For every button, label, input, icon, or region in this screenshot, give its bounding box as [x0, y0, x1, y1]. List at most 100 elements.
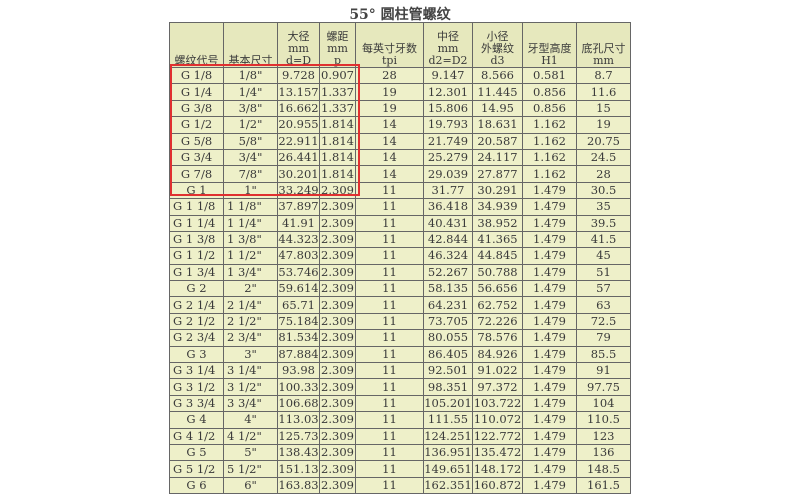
column-header: 小径 外螺纹 d3	[472, 22, 523, 68]
table-cell: 15	[576, 99, 631, 118]
table-cell: 110.072	[472, 411, 523, 429]
table-cell: G 5 1/2	[169, 460, 224, 478]
table-cell: 72.5	[576, 312, 631, 331]
table-cell: 78.576	[472, 329, 523, 347]
column-header: 牙型高度 H1	[522, 22, 577, 68]
table-cell: G 7/8	[169, 165, 224, 183]
table-cell: 3 1/2"	[223, 378, 278, 396]
table-cell: 11	[355, 411, 424, 429]
header-line: 中径	[437, 30, 459, 43]
table-cell: 1 3/8"	[223, 230, 278, 249]
table-cell: 41.365	[472, 230, 523, 249]
table-cell: G 4 1/2	[169, 427, 224, 445]
table-cell: 29.039	[423, 165, 473, 183]
table-cell: G 1 1/8	[169, 198, 224, 216]
table-cell: 1.479	[522, 460, 577, 478]
header-line: 外螺纹	[481, 42, 514, 55]
table-cell: 37.897	[277, 198, 320, 216]
table-cell: 1 1/8"	[223, 198, 278, 216]
table-cell: 14	[355, 132, 424, 150]
column-header: 基本尺寸	[223, 22, 278, 68]
table-cell: 160.872	[472, 476, 523, 495]
table-cell: 2.309	[319, 247, 356, 265]
column-header: 中径 mm d2=D2	[423, 22, 473, 68]
table-row: G 2 1/4 2 1/4" 65.71 2.309 11 64.231 62.752 1.4…	[169, 296, 631, 314]
table-cell: 75.184	[277, 312, 320, 331]
table-cell: 5/8"	[223, 132, 278, 150]
table-cell: 1/4"	[223, 83, 278, 101]
column-header: 大径 mm d=D	[277, 22, 320, 68]
table-cell: 1.479	[522, 181, 577, 200]
table-cell: 12.301	[423, 83, 473, 101]
table-cell: 1 3/4"	[223, 263, 278, 282]
table-cell: 0.907	[319, 66, 356, 85]
table-cell: 33.249	[277, 181, 320, 200]
table-cell: 2.309	[319, 362, 356, 380]
table-cell: 14.95	[472, 99, 523, 118]
header-line: p	[333, 54, 342, 67]
table-cell: 52.267	[423, 263, 473, 282]
table-cell: 4"	[223, 411, 278, 429]
table-cell: 93.98	[277, 362, 320, 380]
table-row: G 4 1/2 4 1/2" 125.73 2.309 11 124.251 122.772…	[169, 427, 631, 445]
table-cell: 0.856	[522, 83, 577, 101]
table-cell: 64.231	[423, 296, 473, 314]
header-line: 螺距	[326, 30, 349, 43]
table-cell: 163.83	[277, 476, 320, 495]
table-cell: 20.955	[277, 116, 320, 134]
table-cell: 51	[576, 263, 631, 282]
table-cell: 2.309	[319, 312, 356, 331]
table-cell: 87.884	[277, 345, 320, 364]
table-cell: 151.13	[277, 460, 320, 478]
table-cell: G 1 1/2	[169, 247, 224, 265]
table-cell: 1.479	[522, 476, 577, 495]
table-cell: 24.117	[472, 148, 523, 167]
table-cell: 56.656	[472, 280, 523, 298]
table-cell: 59.614	[277, 280, 320, 298]
table-title: 55° 圆柱管螺纹	[349, 7, 451, 23]
table-cell: G 3 3/4	[169, 394, 224, 413]
table-row: G 5/8 5/8" 22.911 1.814 14 21.749 20.587 1.162 2…	[169, 132, 631, 150]
table-cell: 113.03	[277, 411, 320, 429]
table-cell: 1.479	[522, 312, 577, 331]
table-cell: 1/2"	[223, 116, 278, 134]
table-cell: 6"	[223, 476, 278, 495]
table-cell: 2.309	[319, 378, 356, 396]
table-row: G 6 6" 163.83 2.309 11 162.351 160.872 1.479 161…	[169, 476, 631, 495]
table-cell: 11	[355, 345, 424, 364]
table-cell: 148.172	[472, 460, 523, 478]
table-cell: 11	[355, 312, 424, 331]
table-cell: 3/4"	[223, 148, 278, 167]
table-cell: 5"	[223, 443, 278, 462]
table-cell: 19	[576, 116, 631, 134]
table-cell: 3/8"	[223, 99, 278, 118]
header-line: 大径	[287, 30, 310, 43]
table-cell: 1.162	[522, 116, 577, 134]
table-row: G 3 3/4 3 3/4" 106.68 2.309 11 105.201 103.722…	[169, 394, 631, 413]
table-cell: 136.951	[423, 443, 473, 462]
table-cell: 9.147	[423, 66, 473, 85]
table-cell: 1.479	[522, 345, 577, 364]
table-cell: 100.33	[277, 378, 320, 396]
table-cell: 81.534	[277, 329, 320, 347]
table-row: G 1 1/2 1 1/2" 47.803 2.309 11 46.324 44.845 1.…	[169, 247, 631, 265]
table-cell: 1 1/4"	[223, 214, 278, 232]
table-cell: 8.7	[576, 66, 631, 85]
table-cell: 1/8"	[223, 66, 278, 85]
table-cell: 2 3/4"	[223, 329, 278, 347]
table-cell: 2.309	[319, 411, 356, 429]
table-cell: G 2	[169, 280, 224, 298]
table-cell: 91	[576, 362, 631, 380]
table-cell: 1 1/2"	[223, 247, 278, 265]
table-row: G 1 1" 33.249 2.309 11 31.77 30.291 1.479 30.5	[169, 181, 631, 200]
table-cell: 125.73	[277, 427, 320, 445]
table-cell: 1.479	[522, 198, 577, 216]
table-row: G 3/8 3/8" 16.662 1.337 19 15.806 14.95 0.856 15	[169, 99, 631, 118]
table-cell: 2 1/4"	[223, 296, 278, 314]
table-cell: 11	[355, 378, 424, 396]
table-cell: 2.309	[319, 476, 356, 495]
table-cell: 3 3/4"	[223, 394, 278, 413]
table-cell: 1.479	[522, 263, 577, 282]
table-cell: 1.479	[522, 362, 577, 380]
table-cell: 38.952	[472, 214, 523, 232]
